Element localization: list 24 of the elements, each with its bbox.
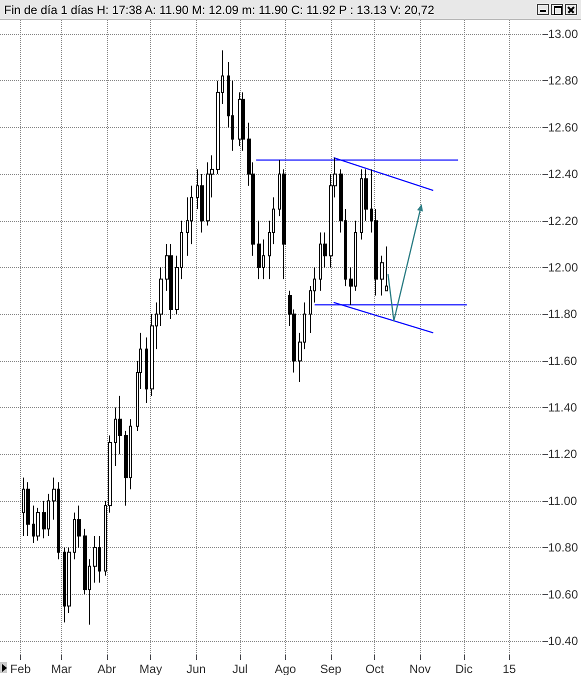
- y-tick-label: 11.20: [548, 447, 578, 462]
- x-tick-label: Oct: [365, 662, 385, 675]
- x-tick-label: 15: [502, 662, 516, 675]
- y-tick-label: 11.80: [548, 307, 578, 322]
- x-tick-label: Feb: [10, 662, 32, 675]
- y-tick-label: 11.00: [548, 494, 578, 508]
- x-tick-label: Dic: [455, 662, 473, 675]
- y-tick-label: 11.40: [548, 400, 578, 415]
- y-tick-label: 12.20: [548, 214, 578, 228]
- chart-title: Fin de día 1 días H: 17:38 A: 11.90 M: 12.09 m: 11.90 C: 11.92 P : 13.13 V: 20,72: [4, 2, 436, 16]
- x-tick-label: Nov: [409, 662, 431, 675]
- y-tick-label: 10.40: [548, 634, 578, 648]
- y-tick-label: 12.40: [548, 167, 578, 182]
- y-tick-label: 10.80: [548, 540, 578, 555]
- y-tick-label: 10.60: [548, 587, 578, 602]
- y-tick-label: 11.60: [548, 354, 578, 368]
- y-tick-label: 12.80: [548, 74, 578, 88]
- x-tick-label: Jun: [186, 662, 206, 675]
- x-tick-label: Mar: [51, 662, 72, 675]
- y-tick-label: 12.60: [548, 120, 578, 134]
- y-tick-label: 13.00: [548, 27, 578, 42]
- y-tick-label: 12.00: [548, 260, 578, 274]
- x-tick-label: Jul: [232, 662, 248, 675]
- x-tick-label: Abr: [97, 662, 116, 675]
